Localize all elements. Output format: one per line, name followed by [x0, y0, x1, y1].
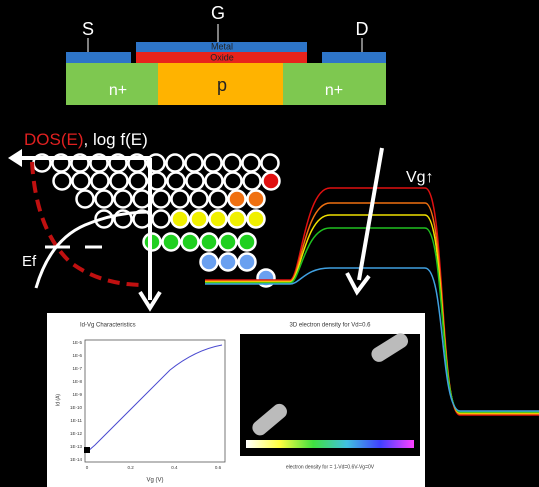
state-circle	[172, 191, 189, 208]
y-tick-label: 1E-12	[70, 431, 83, 436]
inset: Id-Vg Characteristics Id (A) Vg (V) 1E-5…	[47, 313, 425, 487]
state-circle	[77, 191, 94, 208]
gate-label: G	[211, 3, 225, 23]
state-circle	[224, 155, 241, 172]
x-tick-label: 0.6	[215, 465, 222, 470]
inset-right-title: 3D electron density for Vd=0.6	[290, 323, 372, 329]
metal-label: Metal	[211, 41, 233, 51]
state-circle	[210, 191, 227, 208]
color-bar	[246, 440, 414, 448]
state-circle	[206, 173, 223, 190]
state-circle	[262, 155, 279, 172]
y-tick-label: 1E-11	[70, 418, 82, 423]
state-circle	[210, 211, 227, 228]
y-tick-label: 1E-13	[70, 444, 83, 449]
state-circle	[182, 234, 199, 251]
y-tick-label: 1E-6	[72, 353, 82, 358]
state-circle	[244, 173, 261, 190]
fermi-label: Ef	[22, 253, 37, 270]
region-label: n+	[109, 82, 127, 99]
drain-contact	[322, 52, 386, 63]
state-circle	[220, 254, 237, 271]
state-circle	[239, 254, 256, 271]
state-circle	[54, 173, 71, 190]
state-circle	[201, 254, 218, 271]
source-label: S	[82, 19, 94, 39]
state-circle	[229, 191, 246, 208]
state-circle	[248, 211, 265, 228]
x-tick-label: 0.4	[171, 465, 178, 470]
state-circle	[115, 191, 132, 208]
region-label: n+	[325, 82, 343, 99]
state-circle	[167, 155, 184, 172]
drain-label: D	[356, 19, 369, 39]
state-circle	[130, 173, 147, 190]
inset-caption: electron density for = 1-Vd=0.6V-Vg=0V	[286, 464, 375, 470]
y-tick-label: 1E-5	[72, 340, 82, 345]
y-tick-label: 1E-10	[70, 405, 83, 410]
inset-left-title: Id-Vg Characteristics	[80, 323, 136, 329]
scene: S G D Metal Oxide n+ p n+ DOS(E), log f(…	[0, 0, 539, 487]
state-circle	[153, 191, 170, 208]
source-contact	[66, 52, 131, 63]
state-circle	[73, 173, 90, 190]
state-circle	[168, 173, 185, 190]
state-circle	[243, 155, 260, 172]
state-circle	[225, 173, 242, 190]
axis-title: DOS(E), log f(E)	[24, 130, 148, 149]
x-axis-label: Vg (V)	[146, 478, 163, 484]
state-circle	[239, 234, 256, 251]
y-tick-label: 1E-7	[72, 366, 82, 371]
y-tick-label: 1E-8	[72, 379, 82, 384]
y-axis-label: Id (A)	[55, 394, 61, 407]
state-circle	[172, 211, 189, 228]
state-circle	[205, 155, 222, 172]
state-circle	[92, 173, 109, 190]
state-circle	[220, 234, 237, 251]
state-circle	[153, 211, 170, 228]
y-tick-label: 1E-14	[70, 457, 83, 462]
region-label: p	[217, 75, 227, 95]
state-circle	[96, 191, 113, 208]
state-circle	[191, 211, 208, 228]
state-circle	[163, 234, 180, 251]
state-circle	[111, 173, 128, 190]
state-circle	[201, 234, 218, 251]
oxide-label: Oxide	[210, 52, 234, 62]
y-tick-label: 1E-9	[72, 392, 82, 397]
state-circle	[191, 191, 208, 208]
state-circle	[229, 211, 246, 228]
state-circle	[134, 191, 151, 208]
x-tick-label: 0.2	[128, 465, 135, 470]
vg-label: Vg↑	[406, 169, 434, 186]
state-circle	[187, 173, 204, 190]
state-circle	[263, 173, 280, 190]
state-circle	[186, 155, 203, 172]
start-marker	[84, 447, 90, 453]
state-circle	[248, 191, 265, 208]
